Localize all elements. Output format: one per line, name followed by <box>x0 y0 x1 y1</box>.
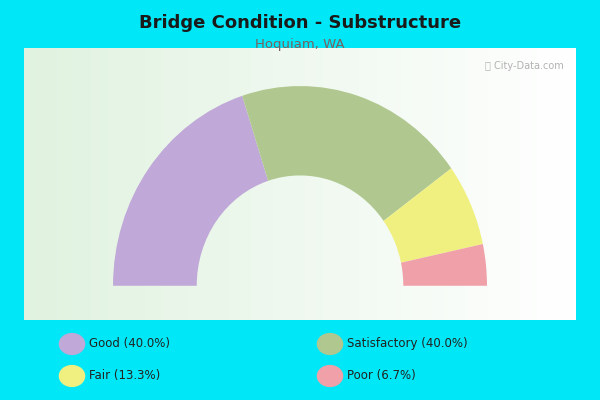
Wedge shape <box>401 244 487 286</box>
Wedge shape <box>113 96 268 286</box>
Text: Poor (6.7%): Poor (6.7%) <box>347 370 416 382</box>
Text: Good (40.0%): Good (40.0%) <box>89 338 170 350</box>
Text: Hoquiam, WA: Hoquiam, WA <box>255 38 345 51</box>
Text: ⓘ City-Data.com: ⓘ City-Data.com <box>485 61 563 71</box>
Wedge shape <box>383 168 483 263</box>
Wedge shape <box>242 86 451 221</box>
Text: Fair (13.3%): Fair (13.3%) <box>89 370 160 382</box>
Text: Satisfactory (40.0%): Satisfactory (40.0%) <box>347 338 467 350</box>
Text: Bridge Condition - Substructure: Bridge Condition - Substructure <box>139 14 461 32</box>
